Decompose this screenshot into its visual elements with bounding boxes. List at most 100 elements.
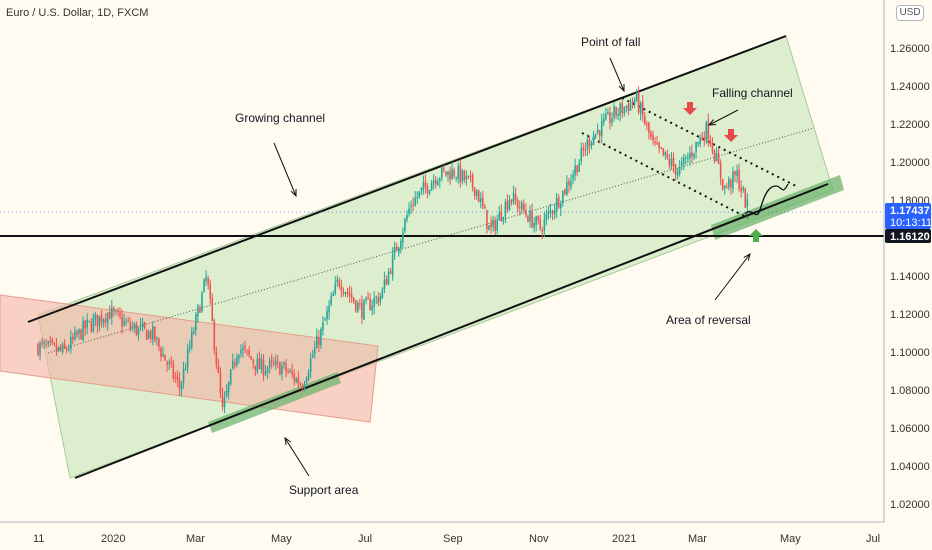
candle-body xyxy=(674,164,677,175)
candle-body xyxy=(701,137,703,140)
candle xyxy=(674,163,677,181)
candle xyxy=(371,299,373,316)
candle xyxy=(473,187,476,200)
candle-body xyxy=(738,169,740,189)
candle xyxy=(422,175,425,195)
candle-body xyxy=(535,216,537,225)
price-tick: 1.02000 xyxy=(890,499,930,511)
candle-body xyxy=(381,288,384,298)
candle xyxy=(646,120,648,131)
candle-body xyxy=(199,307,201,313)
candle-body xyxy=(121,316,123,327)
candle-body xyxy=(330,296,332,305)
candle xyxy=(693,152,695,161)
time-tick: Jul xyxy=(866,533,880,545)
candle-body xyxy=(305,378,308,383)
candle-body xyxy=(78,329,80,334)
candle-body xyxy=(584,149,587,151)
candle xyxy=(414,191,416,207)
candle xyxy=(682,153,685,171)
candle-body xyxy=(270,359,273,362)
candle xyxy=(152,321,154,346)
candle-body xyxy=(47,341,50,344)
candle-body xyxy=(254,365,257,370)
candle xyxy=(377,292,380,307)
price-tick: 1.20000 xyxy=(890,157,930,169)
candle-body xyxy=(400,241,402,249)
candle xyxy=(281,361,283,381)
candle xyxy=(76,329,78,339)
candle xyxy=(369,293,371,311)
price-tick: 1.04000 xyxy=(890,461,930,473)
candle-body xyxy=(572,174,574,179)
candle xyxy=(311,349,314,359)
candle-body xyxy=(205,276,207,282)
candle xyxy=(354,299,357,313)
candle xyxy=(78,328,80,340)
candle xyxy=(543,211,546,238)
candle-body xyxy=(369,298,371,311)
candle-body xyxy=(258,357,261,369)
candle-body xyxy=(426,185,429,193)
annotation-falling-channel: Falling channel xyxy=(712,86,793,100)
candle xyxy=(162,346,164,358)
candle xyxy=(717,147,720,164)
candle xyxy=(160,346,162,362)
candle-body xyxy=(660,147,662,149)
candle-body xyxy=(457,166,460,179)
candle xyxy=(492,215,494,232)
candle-body xyxy=(365,298,367,301)
candle-body xyxy=(637,92,640,113)
candle-body xyxy=(127,320,129,322)
candle-body xyxy=(715,153,718,162)
candle xyxy=(250,355,252,361)
candle xyxy=(100,309,103,328)
candle-body xyxy=(506,200,509,210)
candle xyxy=(59,343,62,352)
candle-body xyxy=(471,175,474,188)
candle xyxy=(498,205,501,221)
candle xyxy=(533,217,535,233)
candle-body xyxy=(439,178,441,181)
candle-body xyxy=(248,350,250,355)
candle-body xyxy=(383,279,386,290)
down-arrow-icon xyxy=(683,102,697,115)
candle-body xyxy=(631,101,634,104)
candle-body xyxy=(562,190,564,204)
candle-body xyxy=(51,340,54,343)
candle-body xyxy=(713,150,716,162)
candle-body xyxy=(687,157,689,159)
candle-body xyxy=(328,305,330,313)
candle-body xyxy=(717,152,720,164)
candle xyxy=(121,309,123,335)
candle-body xyxy=(574,165,576,176)
candle xyxy=(381,287,384,300)
candle-body xyxy=(719,162,722,179)
candle-body xyxy=(160,348,162,357)
time-axis[interactable]: 11 2020 Mar May Jul Sep Nov 2021 Mar May… xyxy=(0,521,884,545)
candle-body xyxy=(238,354,240,359)
candle-body xyxy=(55,344,58,352)
candle xyxy=(685,154,687,165)
candle xyxy=(86,313,88,335)
candle-body xyxy=(367,297,369,300)
candle xyxy=(193,327,195,335)
candle-body xyxy=(363,300,365,320)
candle xyxy=(742,185,744,193)
price-tick: 1.24000 xyxy=(890,81,930,93)
candle xyxy=(568,177,570,193)
candle xyxy=(141,317,144,332)
candle-body xyxy=(346,291,349,293)
candle xyxy=(320,327,322,350)
candle-body xyxy=(96,314,99,327)
candle-body xyxy=(455,177,457,179)
candle xyxy=(211,293,214,322)
price-axis[interactable]: 1.26000 1.24000 1.22000 1.20000 1.18000 … xyxy=(883,0,932,522)
candle xyxy=(709,135,712,148)
candle xyxy=(391,247,394,281)
currency-button[interactable]: USD xyxy=(896,5,924,21)
candle-body xyxy=(531,210,533,228)
candle xyxy=(615,106,617,120)
